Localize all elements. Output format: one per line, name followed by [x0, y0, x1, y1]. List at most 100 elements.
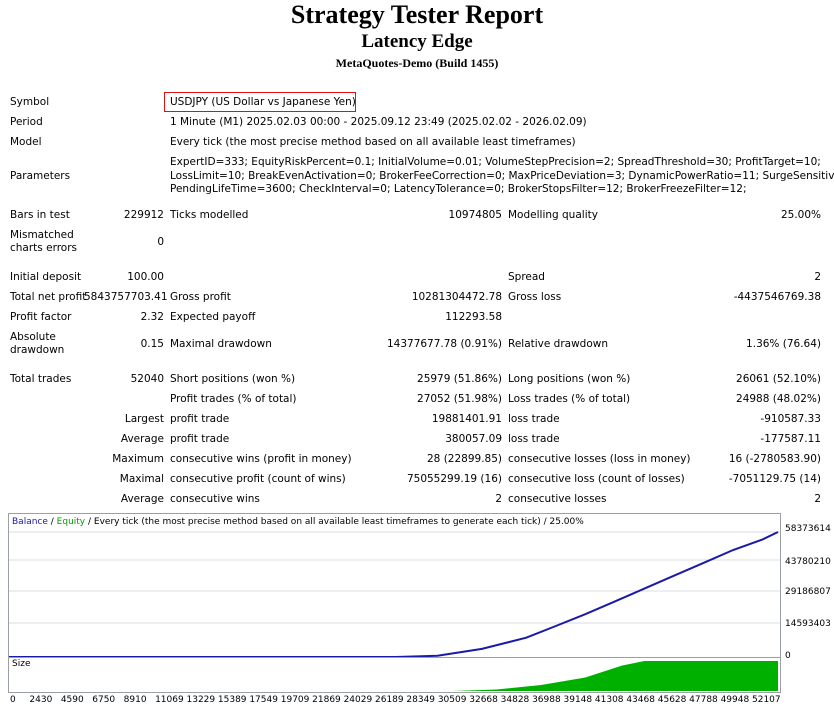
avg-consecutive-losses-value: 2: [814, 493, 821, 505]
absolute-drawdown-label: drawdown: [10, 344, 65, 356]
ticks-label: Ticks modelled: [170, 209, 249, 221]
average-profit-trade-value: 380057.09: [445, 433, 502, 445]
x-tick-label: 45628: [657, 695, 687, 705]
average-loss-trade-label: loss trade: [508, 433, 560, 445]
report-subtitle: Latency Edge: [361, 31, 473, 52]
loss-trades-label: Loss trades (% of total): [508, 393, 631, 405]
size-area: [9, 661, 778, 691]
avg-consecutive-wins-value: 2: [495, 493, 502, 505]
model-value: Every tick (the most precise method base…: [170, 136, 576, 148]
average-consecutive-label: Average: [120, 493, 164, 505]
x-tick-label: 49948: [720, 695, 750, 705]
parameters-line: LossLimit=10; BreakEvenActivation=0; Bro…: [170, 170, 834, 182]
legend-sep: /: [47, 517, 57, 527]
total-trades-label: Total trades: [10, 373, 72, 385]
gross-profit-value: 10281304472.78: [411, 291, 502, 303]
x-tick-label: 39148: [563, 695, 593, 705]
avg-consecutive-wins-label: consecutive wins: [170, 493, 260, 505]
bars-value: 229912: [123, 209, 164, 221]
symbol-value: USDJPY (US Dollar vs Japanese Yen): [170, 96, 356, 108]
quality-label: Modelling quality: [508, 209, 598, 221]
profit-factor-label: Profit factor: [10, 311, 72, 323]
mismatched-label: charts errors: [10, 242, 77, 254]
y-tick-label: 29186807: [785, 587, 831, 597]
mismatched-label: Mismatched: [10, 229, 74, 241]
x-tick-label: 52107: [752, 695, 781, 705]
parameters-label: Parameters: [10, 170, 71, 182]
short-positions-value: 25979 (51.86%): [417, 373, 502, 385]
symbol-highlight-box: [164, 92, 356, 112]
avg-consecutive-losses-label: consecutive losses: [508, 493, 607, 505]
maximal-drawdown-value: 14377677.78 (0.91%): [386, 338, 502, 350]
bars-label: Bars in test: [10, 209, 70, 221]
loss-trades-value: 24988 (48.02%): [736, 393, 821, 405]
net-profit-label: Total net profit: [10, 291, 87, 303]
size-panel: [8, 657, 781, 693]
quality-value: 25.00%: [780, 209, 821, 221]
max-consecutive-wins-value: 28 (22899.85): [427, 453, 502, 465]
average-profit-trade-label: profit trade: [170, 433, 230, 445]
largest-loss-trade-value: -910587.33: [760, 413, 821, 425]
size-chart-svg: [9, 661, 778, 691]
gross-loss-label: Gross loss: [508, 291, 562, 303]
x-tick-label: 2430: [29, 695, 53, 705]
x-tick-label: 19709: [280, 695, 310, 705]
profit-factor-value: 2.32: [140, 311, 164, 323]
short-positions-label: Short positions (won %): [170, 373, 296, 385]
x-tick-label: 36988: [532, 695, 561, 705]
model-label: Model: [10, 136, 42, 148]
average-loss-trade-value: -177587.11: [760, 433, 821, 445]
ticks-value: 10974805: [448, 209, 502, 221]
size-label: Size: [12, 659, 31, 669]
total-trades-value: 52040: [130, 373, 164, 385]
x-tick-label: 47788: [689, 695, 718, 705]
max-consecutive-losses-label: consecutive losses (loss in money): [508, 453, 691, 465]
long-positions-label: Long positions (won %): [508, 373, 631, 385]
largest-loss-trade-label: loss trade: [508, 413, 560, 425]
profit-trades-label: Profit trades (% of total): [170, 393, 297, 405]
max-consecutive-wins-label: consecutive wins (profit in money): [170, 453, 352, 465]
maximal-label: Maximal: [119, 473, 164, 485]
period-label: Period: [10, 116, 43, 128]
maximal-consecutive-profit-value: 75055299.19 (16): [406, 473, 502, 485]
symbol-label: Symbol: [10, 96, 50, 108]
expected-payoff-value: 112293.58: [445, 311, 502, 323]
x-tick-label: 32668: [469, 695, 498, 705]
y-tick-label: 58373614: [785, 524, 831, 534]
deposit-value: 100.00: [127, 271, 164, 283]
x-tick-label: 4590: [60, 695, 84, 705]
maximum-label: Maximum: [112, 453, 164, 465]
x-tick-label: 6750: [92, 695, 116, 705]
x-tick-label: 41308: [594, 695, 624, 705]
absolute-drawdown-label: Absolute: [10, 331, 56, 343]
x-tick-label: 43468: [626, 695, 655, 705]
absolute-drawdown-value: 0.15: [140, 338, 164, 350]
expected-payoff-label: Expected payoff: [170, 311, 256, 323]
y-tick-label: 0: [785, 651, 791, 661]
largest-profit-trade-value: 19881401.91: [431, 413, 502, 425]
legend-equity: Equity: [56, 517, 86, 527]
gross-loss-value: -4437546769.38: [733, 291, 821, 303]
x-tick-label: 21869: [312, 695, 341, 705]
x-tick-label: 13229: [186, 695, 216, 705]
parameters-line: ExpertID=333; EquityRiskPercent=0.1; Ini…: [170, 156, 821, 168]
x-tick-label: 30509: [437, 695, 467, 705]
x-tick-label: 26189: [375, 695, 404, 705]
legend-description: / Every tick (the most precise method ba…: [85, 517, 584, 527]
maximal-consecutive-loss-value: -7051129.75 (14): [728, 473, 821, 485]
spread-label: Spread: [508, 271, 545, 283]
largest-label: Largest: [124, 413, 164, 425]
average-label: Average: [120, 433, 164, 445]
parameters-line: PendingLifeTime=3600; CheckInterval=0; L…: [170, 183, 747, 195]
period-value: 1 Minute (M1) 2025.02.03 00:00 - 2025.09…: [170, 116, 587, 128]
max-consecutive-losses-value: 16 (-2780583.90): [728, 453, 821, 465]
gross-profit-label: Gross profit: [170, 291, 231, 303]
relative-drawdown-label: Relative drawdown: [508, 338, 609, 350]
maximal-drawdown-label: Maximal drawdown: [170, 338, 272, 350]
report-title: Strategy Tester Report: [290, 0, 544, 29]
deposit-label: Initial deposit: [10, 271, 82, 283]
mismatched-value: 0: [157, 236, 164, 248]
report-build: MetaQuotes-Demo (Build 1455): [335, 56, 499, 70]
relative-drawdown-value: 1.36% (76.64): [746, 338, 821, 350]
maximal-consecutive-profit-label: consecutive profit (count of wins): [170, 473, 346, 485]
